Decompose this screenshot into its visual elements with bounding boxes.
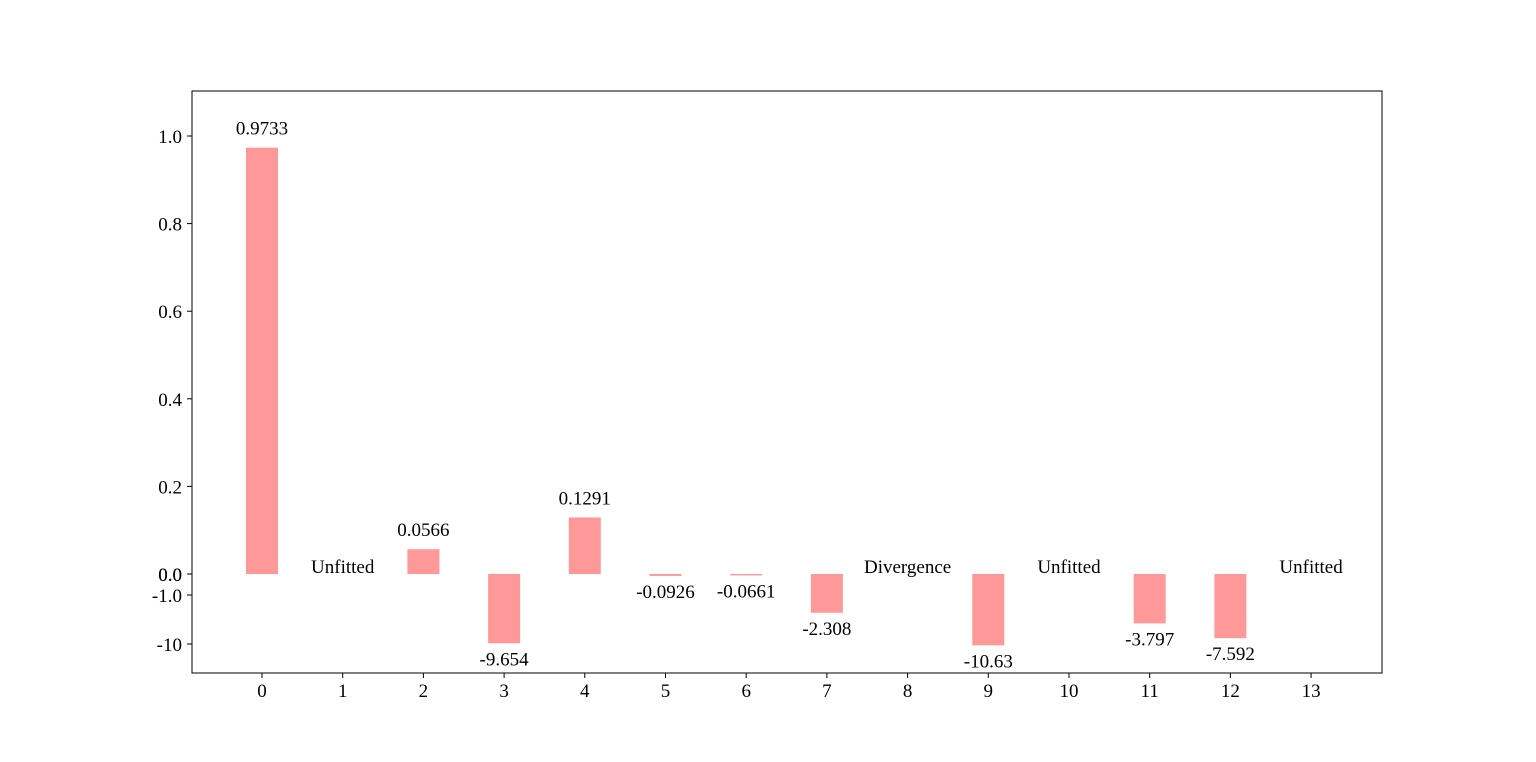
- data-label-2: 0.0566: [397, 520, 449, 541]
- data-label-3: -9.654: [480, 649, 530, 670]
- x-tick-label-9: 9: [984, 681, 994, 702]
- plot-frame: [191, 90, 1383, 674]
- x-axis: 0 1 2 3 4 5 6 7 8 9 10 11 12 13: [257, 673, 1321, 702]
- y-tick-label: 1.0: [158, 127, 182, 148]
- y-tick-label: 0.0: [158, 565, 182, 586]
- bar-7: [810, 574, 843, 613]
- y-tick-label: -10: [157, 635, 182, 656]
- x-tick-label-6: 6: [741, 681, 751, 702]
- data-label-0: 0.9733: [236, 119, 288, 140]
- data-label-7: -2.308: [802, 619, 851, 640]
- x-tick-label-7: 7: [822, 681, 832, 702]
- bar-12: [1214, 574, 1247, 639]
- x-tick-label-10: 10: [1060, 681, 1079, 702]
- bar-4: [568, 517, 601, 574]
- bar-6: [730, 574, 763, 576]
- x-tick-label-1: 1: [338, 681, 348, 702]
- bar-2: [407, 549, 440, 574]
- bar-3: [488, 574, 521, 644]
- y-tick-label: 0.2: [158, 477, 182, 498]
- x-tick-label-2: 2: [419, 681, 429, 702]
- y-tick-label: 0.8: [158, 215, 182, 236]
- status-label-1: Unfitted: [311, 557, 375, 578]
- data-labels-layer: 0.9733 Unfitted 0.0566 -9.654 0.1291 -0.0926 -…: [236, 119, 1343, 673]
- y-axis: 0.00.20.40.60.81.00.0-1.0-10: [152, 127, 192, 656]
- data-label-4: 0.1291: [559, 488, 611, 509]
- status-label-13: Unfitted: [1279, 557, 1343, 578]
- x-tick-label-11: 11: [1141, 681, 1159, 702]
- y-tick-label: 0.4: [158, 390, 182, 411]
- data-label-5: -0.0926: [636, 582, 695, 603]
- x-tick-label-3: 3: [499, 681, 509, 702]
- bar-0: [246, 147, 278, 575]
- x-tick-label-13: 13: [1302, 681, 1321, 702]
- y-tick-label: 0.6: [158, 302, 182, 323]
- bar-9: [972, 574, 1005, 646]
- x-tick-label-5: 5: [661, 681, 671, 702]
- status-label-8: Divergence: [864, 557, 951, 578]
- data-label-11: -3.797: [1125, 629, 1174, 650]
- y-tick-label: -1.0: [152, 586, 182, 607]
- bar-11: [1133, 574, 1166, 624]
- data-label-6: -0.0661: [717, 581, 776, 602]
- x-tick-label-0: 0: [257, 681, 267, 702]
- bars-layer: [246, 147, 1247, 646]
- data-label-9: -10.63: [964, 651, 1013, 672]
- x-tick-label-8: 8: [903, 681, 913, 702]
- status-label-10: Unfitted: [1037, 557, 1101, 578]
- x-tick-label-12: 12: [1221, 681, 1240, 702]
- y-tick-label: 0.0: [158, 565, 182, 586]
- bar-5: [649, 574, 682, 576]
- data-label-12: -7.592: [1206, 644, 1255, 665]
- x-tick-label-4: 4: [580, 681, 590, 702]
